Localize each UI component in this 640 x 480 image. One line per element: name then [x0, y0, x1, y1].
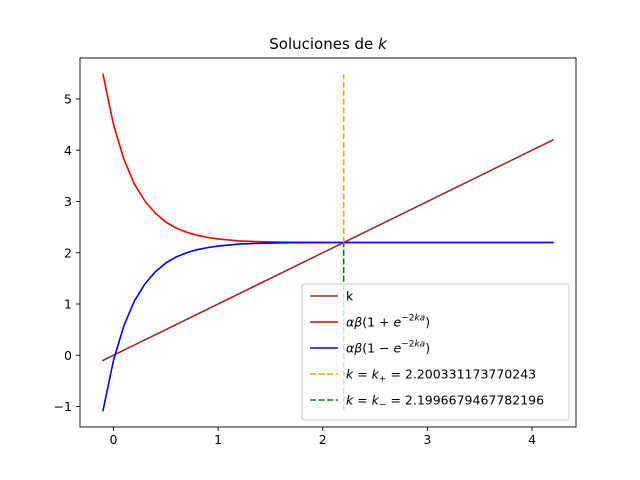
y-tick-label-2: 1	[64, 297, 72, 312]
legend-label-3: k = k+ = 2.200331173770243	[346, 367, 536, 385]
y-tick-label-5: 4	[64, 143, 72, 158]
axes-frame	[79, 57, 577, 428]
legend: k αβ(1 + e−2ka) αβ(1 − e−2ka) k = k+ = 2.20…	[301, 283, 570, 421]
y-tick-label-6: 5	[64, 92, 72, 107]
legend-label-1: αβ(1 + e−2ka)	[346, 314, 430, 330]
series-line-2	[102, 241, 554, 412]
x-tick-label-1: 1	[214, 432, 222, 447]
x-tick-label-0: 0	[110, 432, 118, 447]
legend-label-2: αβ(1 − e−2ka)	[346, 340, 430, 356]
y-tick-label-0: −1	[54, 399, 72, 414]
y-tick-label-4: 3	[64, 194, 72, 209]
legend-label-0: k	[346, 289, 354, 304]
x-tick-label-3: 3	[423, 432, 431, 447]
y-tick-label-1: 0	[64, 348, 72, 363]
plot-area	[101, 73, 555, 412]
series-line-0	[101, 138, 555, 362]
legend-label-4: k = k− = 2.1996679467782196	[346, 393, 544, 411]
chart-title-variable: k	[378, 35, 388, 53]
axes: 0 1 2 3 4 −1 0 1 2 3 4 5	[54, 57, 577, 447]
chart-title-text: Soluciones de	[269, 35, 378, 53]
y-tick-label-3: 2	[64, 245, 72, 260]
x-tick-label-2: 2	[319, 432, 327, 447]
x-tick-label-4: 4	[528, 432, 536, 447]
legend-box	[301, 283, 570, 421]
chart-title: Soluciones de k	[269, 35, 388, 53]
